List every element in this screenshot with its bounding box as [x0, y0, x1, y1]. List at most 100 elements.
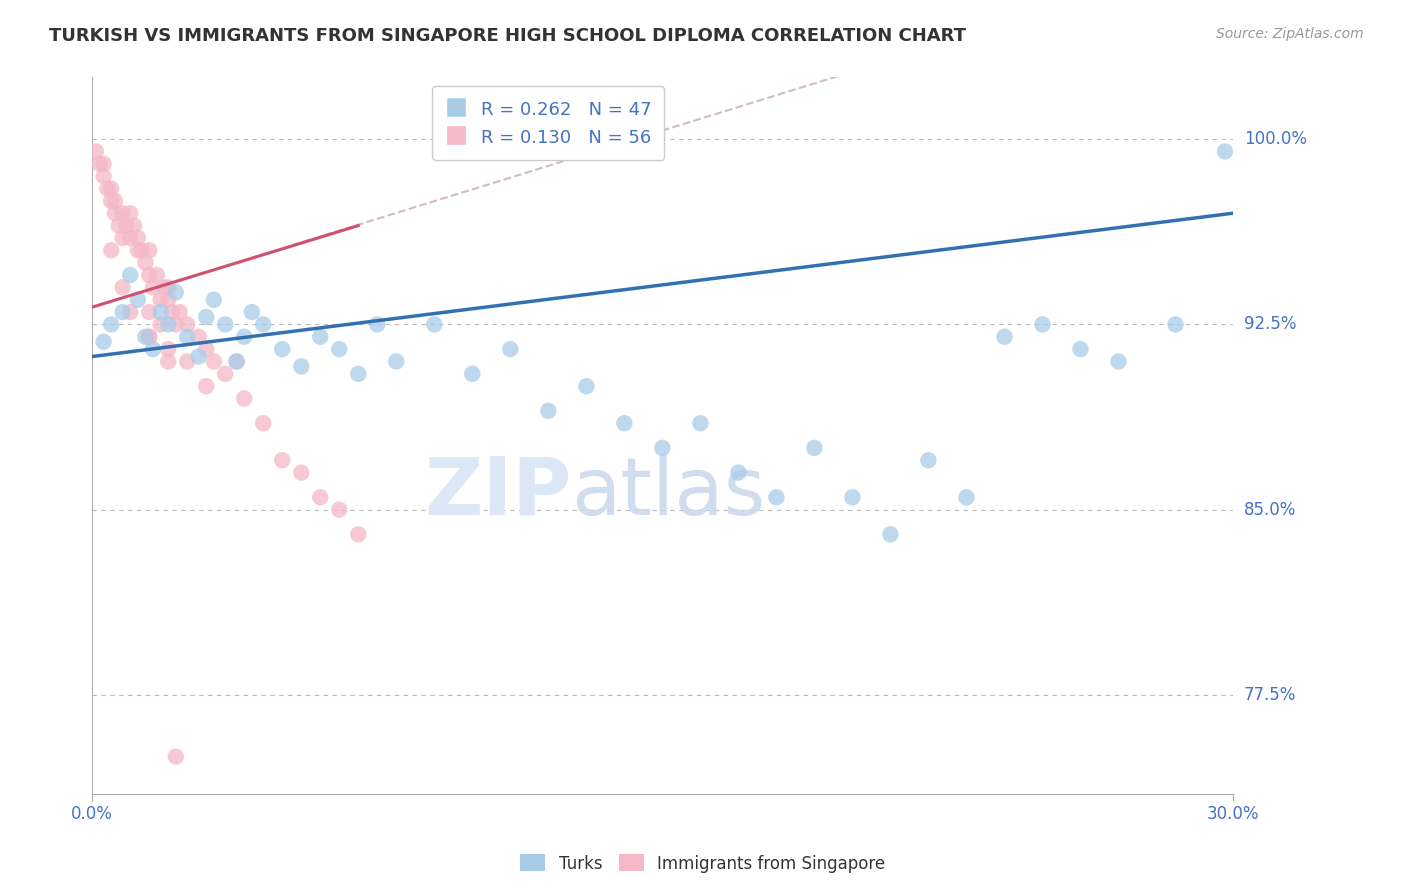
Point [689, 416, 711, 430]
Point [176, 318, 198, 332]
Point [202, 354, 225, 368]
Point [111, 231, 134, 245]
Point [157, 354, 180, 368]
Point [290, 466, 312, 480]
Point [134, 255, 156, 269]
Text: TURKISH VS IMMIGRANTS FROM SINGAPORE HIGH SCHOOL DIPLOMA CORRELATION CHART: TURKISH VS IMMIGRANTS FROM SINGAPORE HIG… [49, 27, 966, 45]
Point [149, 293, 172, 307]
Point [89, 157, 111, 171]
Point [252, 318, 274, 332]
Point [107, 219, 129, 233]
Point [157, 318, 180, 332]
Point [127, 244, 149, 258]
Point [233, 330, 256, 344]
Point [423, 318, 446, 332]
Point [499, 342, 522, 356]
Point [146, 268, 169, 282]
Point [100, 318, 122, 332]
Point [96, 181, 118, 195]
Point [157, 342, 180, 356]
Point [1031, 318, 1053, 332]
Point [149, 305, 172, 319]
Point [271, 453, 294, 467]
Point [149, 318, 172, 332]
Point [115, 219, 138, 233]
Point [1108, 354, 1130, 368]
Point [187, 330, 209, 344]
Point [165, 318, 187, 332]
Point [537, 404, 560, 418]
Point [111, 305, 134, 319]
Point [955, 491, 977, 505]
Point [157, 293, 180, 307]
Point [613, 416, 636, 430]
Point [169, 305, 191, 319]
Point [120, 268, 142, 282]
Point [127, 231, 149, 245]
Text: 100.0%: 100.0% [1244, 130, 1306, 148]
Point [131, 244, 153, 258]
Point [165, 285, 187, 300]
Point [461, 367, 484, 381]
Point [225, 354, 247, 368]
Text: 85.0%: 85.0% [1244, 500, 1296, 518]
Point [138, 330, 160, 344]
Point [157, 280, 180, 294]
Point [100, 181, 122, 195]
Point [111, 280, 134, 294]
Point [841, 491, 863, 505]
Point [214, 318, 236, 332]
Point [290, 359, 312, 374]
Point [328, 342, 350, 356]
Text: 92.5%: 92.5% [1244, 316, 1296, 334]
Point [120, 305, 142, 319]
Point [84, 145, 107, 159]
Point [651, 441, 673, 455]
Point [803, 441, 825, 455]
Point [138, 305, 160, 319]
Point [765, 491, 787, 505]
Point [104, 206, 127, 220]
Text: ZIP: ZIP [423, 454, 571, 532]
Point [176, 354, 198, 368]
Text: 77.5%: 77.5% [1244, 686, 1296, 704]
Point [309, 330, 332, 344]
Point [120, 206, 142, 220]
Point [111, 206, 134, 220]
Point [93, 157, 115, 171]
Point [366, 318, 388, 332]
Point [328, 502, 350, 516]
Point [100, 194, 122, 208]
Legend: Turks, Immigrants from Singapore: Turks, Immigrants from Singapore [513, 847, 893, 880]
Point [347, 527, 370, 541]
Point [879, 527, 901, 541]
Point [195, 379, 218, 393]
Point [142, 280, 165, 294]
Point [309, 491, 332, 505]
Point [138, 244, 160, 258]
Point [160, 305, 183, 319]
Point [252, 416, 274, 430]
Point [93, 169, 115, 184]
Point [214, 367, 236, 381]
Point [1069, 342, 1091, 356]
Point [93, 334, 115, 349]
Point [225, 354, 247, 368]
Legend: R = 0.262   N = 47, R = 0.130   N = 56: R = 0.262 N = 47, R = 0.130 N = 56 [432, 87, 664, 160]
Point [993, 330, 1015, 344]
Point [195, 342, 218, 356]
Point [138, 268, 160, 282]
Point [347, 367, 370, 381]
Point [202, 293, 225, 307]
Point [187, 350, 209, 364]
Point [233, 392, 256, 406]
Point [575, 379, 598, 393]
Point [1164, 318, 1187, 332]
Point [104, 194, 127, 208]
Point [917, 453, 939, 467]
Point [142, 342, 165, 356]
Point [138, 330, 160, 344]
Point [100, 244, 122, 258]
Point [727, 466, 749, 480]
Point [195, 310, 218, 324]
